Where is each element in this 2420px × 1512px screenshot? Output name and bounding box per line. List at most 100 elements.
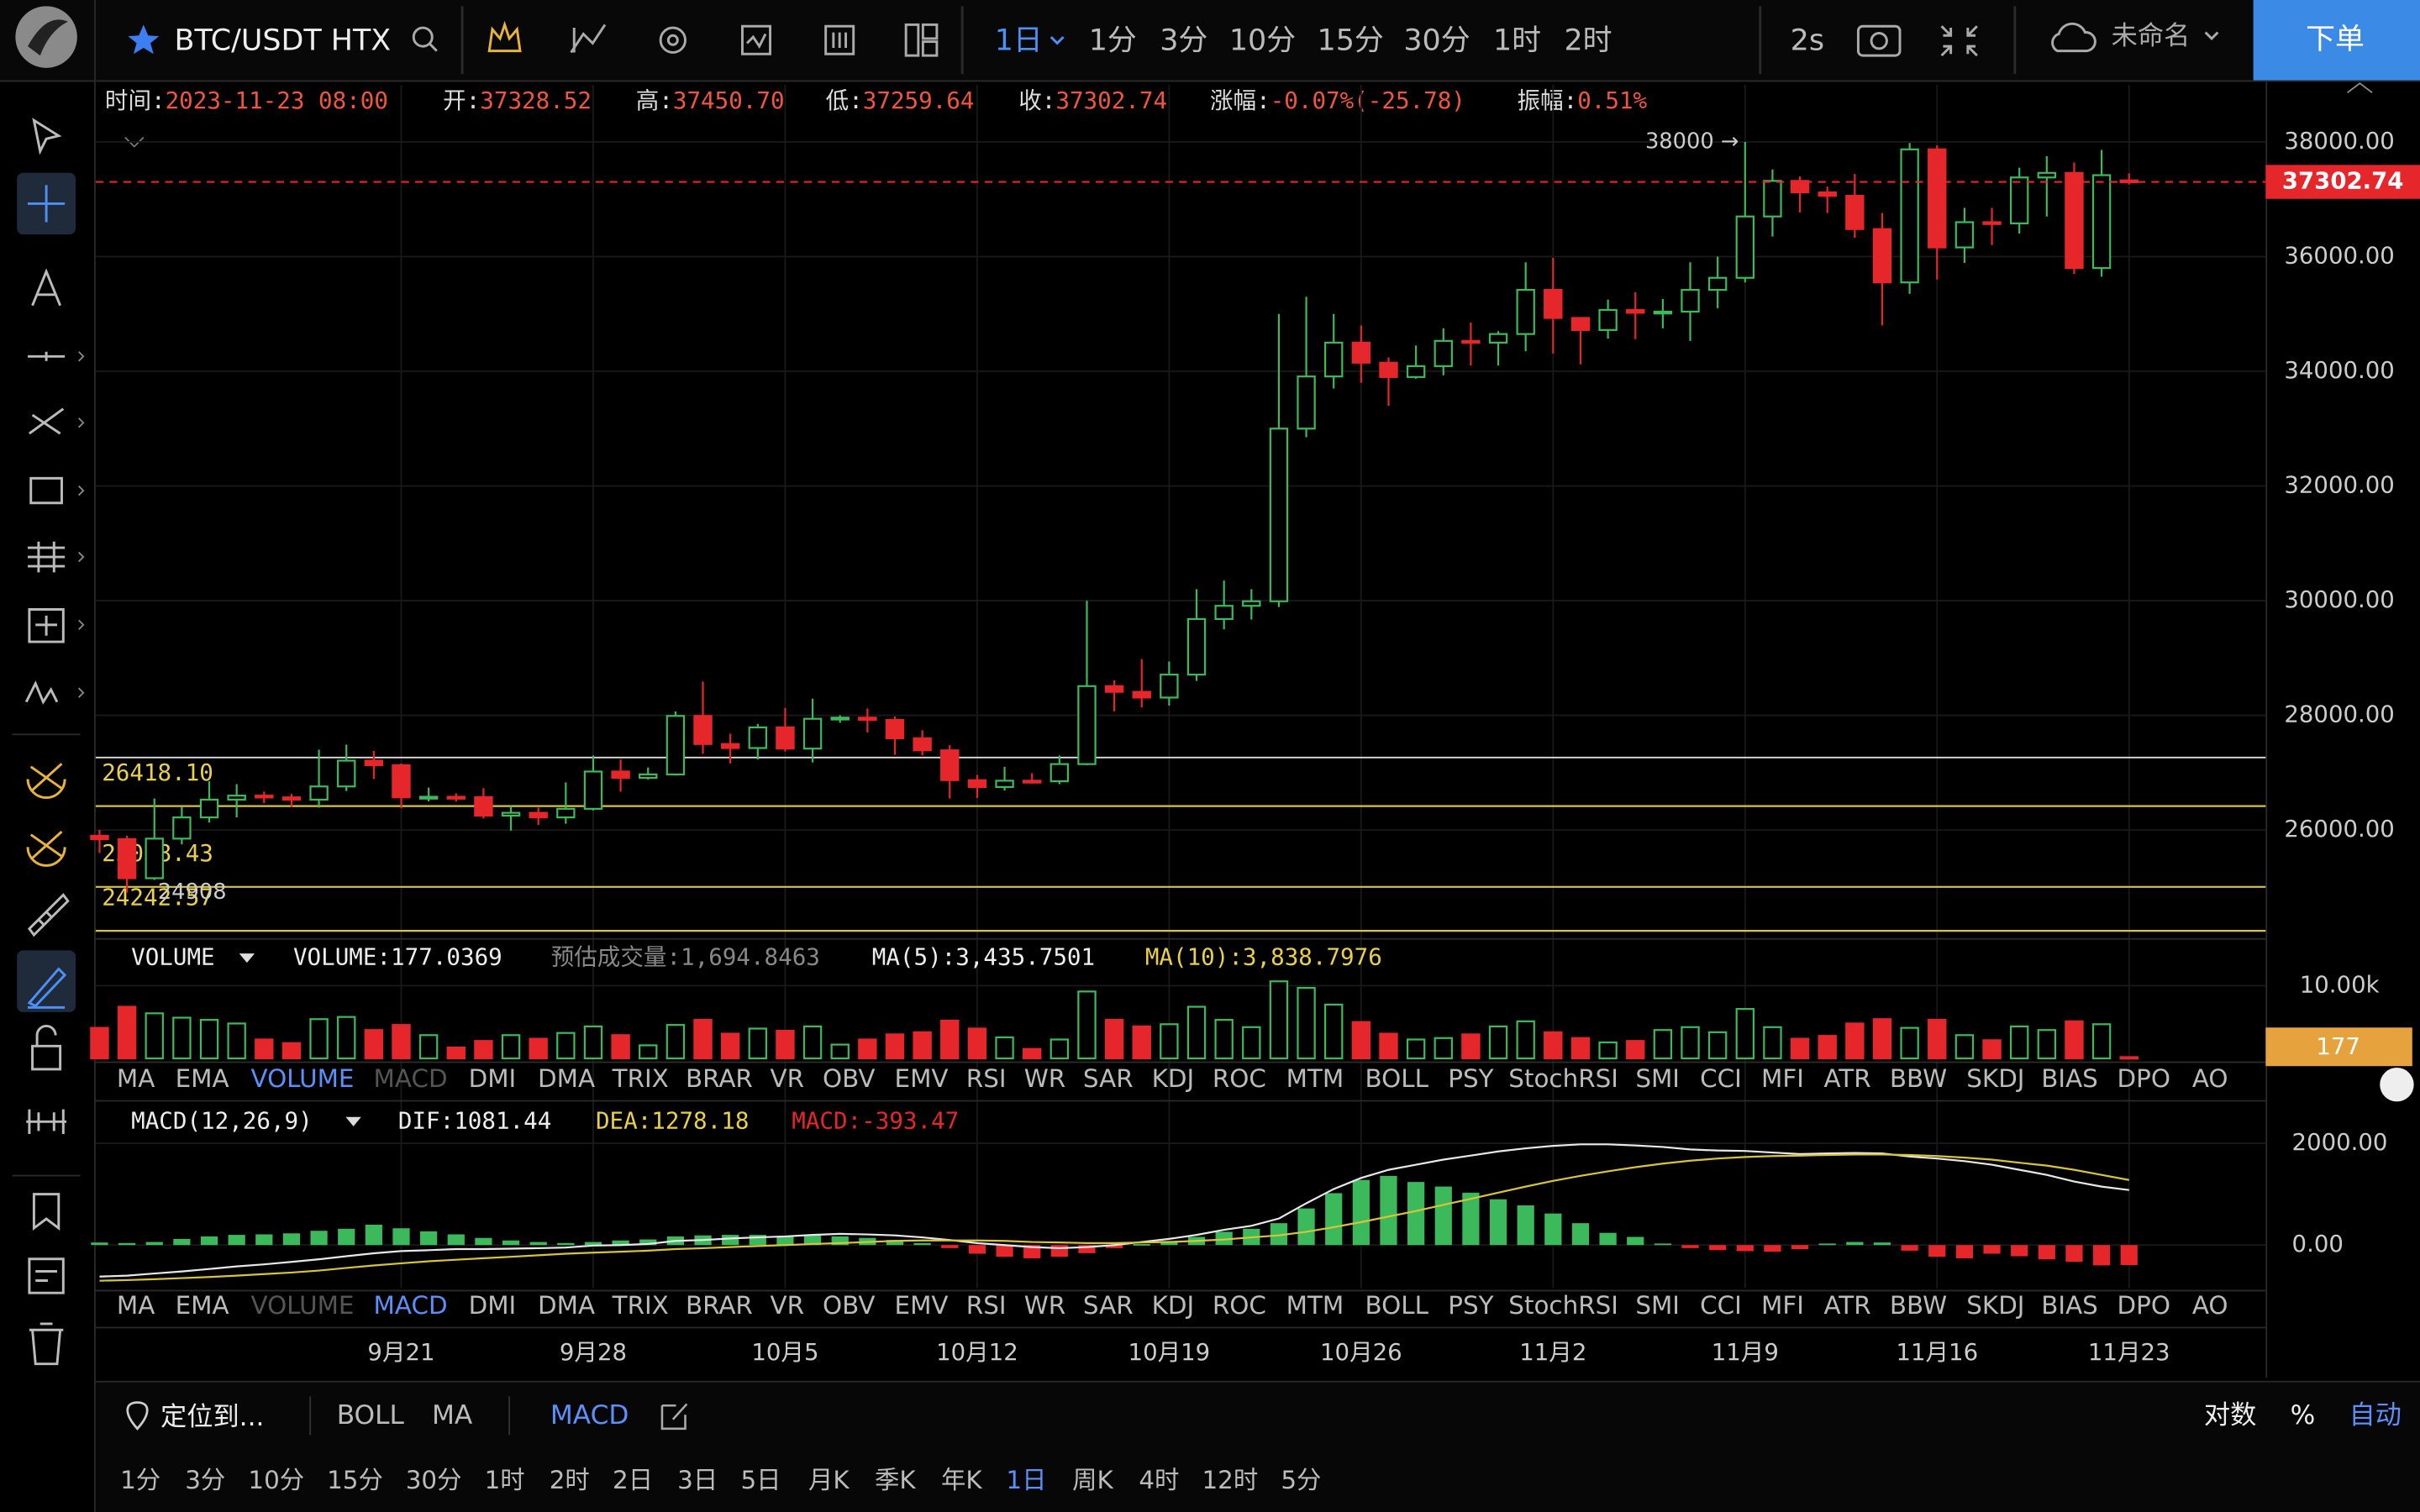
drawing-tool[interactable]: [24, 680, 59, 705]
period-button[interactable]: 1分: [120, 1466, 160, 1494]
indicator-tab[interactable]: DMI: [469, 1291, 517, 1320]
indicator-tab[interactable]: MTM: [1286, 1064, 1344, 1093]
indicator-tab[interactable]: EMA: [176, 1064, 229, 1093]
indicator-tab[interactable]: MTM: [1286, 1291, 1344, 1320]
indicator-tab[interactable]: EMA: [176, 1291, 229, 1320]
indicator-tab[interactable]: MFI: [1761, 1064, 1804, 1093]
period-button[interactable]: 周K: [1072, 1466, 1113, 1494]
sub-indicator[interactable]: MACD: [550, 1400, 629, 1431]
macd-title[interactable]: MACD(12,26,9): [131, 1107, 313, 1134]
vip-icon[interactable]: [487, 20, 522, 53]
indicator-icon[interactable]: [570, 24, 607, 54]
drawing-tool[interactable]: [27, 967, 67, 1009]
drawing-tool[interactable]: [26, 830, 66, 867]
indicator-tab[interactable]: MFI: [1761, 1291, 1804, 1320]
cloud-icon[interactable]: [2051, 22, 2096, 53]
period-button[interactable]: 3日: [677, 1466, 718, 1494]
indicator-tab[interactable]: EMV: [895, 1291, 949, 1320]
indicator-tab[interactable]: StochRSI: [1508, 1064, 1618, 1093]
indicator-tab[interactable]: BRAR: [686, 1064, 753, 1093]
indicator-tab[interactable]: KDJ: [1152, 1291, 1195, 1320]
fullscreen-icon[interactable]: [1940, 25, 1978, 57]
scale-option[interactable]: 对数: [2204, 1400, 2256, 1431]
indicator-tab[interactable]: BOLL: [1365, 1291, 1428, 1320]
account-dropdown-arrow[interactable]: [2204, 31, 2219, 40]
locate-button[interactable]: 定位到...: [160, 1402, 264, 1432]
period-button[interactable]: 4时: [1139, 1466, 1179, 1494]
indicator-tab[interactable]: CCI: [1700, 1291, 1742, 1320]
drawing-tool[interactable]: [32, 118, 62, 155]
indicator-tab[interactable]: PSY: [1448, 1291, 1493, 1320]
drawing-tool[interactable]: [26, 1109, 66, 1134]
indicator-tab[interactable]: SMI: [1635, 1064, 1680, 1093]
grid-icon[interactable]: [904, 23, 920, 57]
period-button[interactable]: 15分: [327, 1466, 383, 1494]
indicator-tab[interactable]: MACD: [374, 1064, 448, 1093]
period-button[interactable]: 1日: [1006, 1466, 1046, 1494]
indicator-tab[interactable]: WR: [1024, 1291, 1065, 1320]
indicator-tab[interactable]: MACD: [374, 1291, 448, 1320]
drawing-tool[interactable]: [28, 185, 66, 223]
drawing-tool[interactable]: [28, 1257, 65, 1294]
indicator-tab[interactable]: SKDJ: [1966, 1064, 2024, 1093]
period-button[interactable]: 10分: [248, 1466, 304, 1494]
indicator-tab[interactable]: BBW: [1890, 1064, 1947, 1093]
indicator-tab[interactable]: TRIX: [612, 1291, 669, 1320]
indicator-tab[interactable]: EMV: [895, 1064, 949, 1093]
order-button[interactable]: [2253, 0, 2420, 81]
indicator-tab[interactable]: BRAR: [686, 1291, 753, 1320]
indicator-tab[interactable]: AO: [2192, 1291, 2228, 1320]
main-indicator[interactable]: BOLL: [337, 1400, 405, 1431]
indicator-tab[interactable]: DMA: [538, 1291, 595, 1320]
main-indicator[interactable]: MA: [432, 1400, 473, 1431]
layout-icon[interactable]: [824, 24, 855, 55]
indicator-tab[interactable]: MA: [117, 1291, 155, 1320]
indicator-tab[interactable]: DPO: [2117, 1064, 2170, 1093]
favorite-star[interactable]: [128, 24, 160, 55]
indicator-tab[interactable]: MA: [117, 1064, 155, 1093]
period-button[interactable]: 3分: [185, 1466, 225, 1494]
drawing-tool[interactable]: [31, 268, 61, 307]
interval-button[interactable]: 10分: [1229, 24, 1296, 58]
indicator-tab[interactable]: SAR: [1083, 1064, 1134, 1093]
interval-dropdown-arrow[interactable]: [1050, 36, 1065, 45]
period-button[interactable]: 年K: [941, 1466, 982, 1494]
interval-button[interactable]: 1日: [995, 24, 1043, 58]
indicator-tab[interactable]: ATR: [1823, 1064, 1870, 1093]
period-button[interactable]: 2时: [550, 1466, 590, 1494]
template-icon[interactable]: [741, 24, 771, 55]
drawing-tool[interactable]: [29, 1322, 64, 1366]
drawing-tool[interactable]: [32, 1193, 60, 1231]
interval-button[interactable]: 1时: [1493, 24, 1541, 58]
indicator-tab[interactable]: SKDJ: [1966, 1291, 2024, 1320]
interval-button[interactable]: 15分: [1318, 24, 1384, 58]
symbol-name[interactable]: BTC/USDT HTX: [175, 24, 392, 58]
info-collapse-arrow[interactable]: [124, 136, 145, 148]
period-button[interactable]: 5日: [740, 1466, 781, 1494]
scale-option[interactable]: 自动: [2349, 1400, 2402, 1431]
period-button[interactable]: 1时: [485, 1466, 525, 1494]
search-icon[interactable]: [412, 26, 434, 48]
indicator-tab[interactable]: DPO: [2117, 1291, 2170, 1320]
scale-option[interactable]: %: [2291, 1400, 2316, 1431]
indicator-tab[interactable]: OBV: [823, 1291, 875, 1320]
indicator-tab[interactable]: StochRSI: [1508, 1291, 1618, 1320]
indicator-tab[interactable]: SMI: [1635, 1291, 1680, 1320]
indicator-tab[interactable]: DMA: [538, 1064, 595, 1093]
period-button[interactable]: 月K: [808, 1466, 850, 1494]
locate-icon[interactable]: [126, 1401, 149, 1431]
indicator-tab[interactable]: ATR: [1823, 1291, 1870, 1320]
period-button[interactable]: 12时: [1202, 1466, 1258, 1494]
indicator-tab[interactable]: RSI: [966, 1291, 1007, 1320]
volume-title[interactable]: VOLUME: [131, 944, 215, 971]
interval-button[interactable]: 1分: [1089, 24, 1137, 58]
indicator-tab[interactable]: CCI: [1700, 1064, 1742, 1093]
indicator-tab[interactable]: TRIX: [612, 1064, 669, 1093]
edit-indicator-icon[interactable]: [660, 1403, 688, 1431]
indicator-tab[interactable]: WR: [1024, 1064, 1065, 1093]
period-button[interactable]: 2日: [613, 1466, 653, 1494]
indicator-tab[interactable]: BIAS: [2041, 1064, 2098, 1093]
indicator-tab[interactable]: BIAS: [2041, 1291, 2098, 1320]
indicator-tab[interactable]: VOLUME: [250, 1291, 354, 1320]
interval-button[interactable]: 3分: [1160, 24, 1207, 58]
